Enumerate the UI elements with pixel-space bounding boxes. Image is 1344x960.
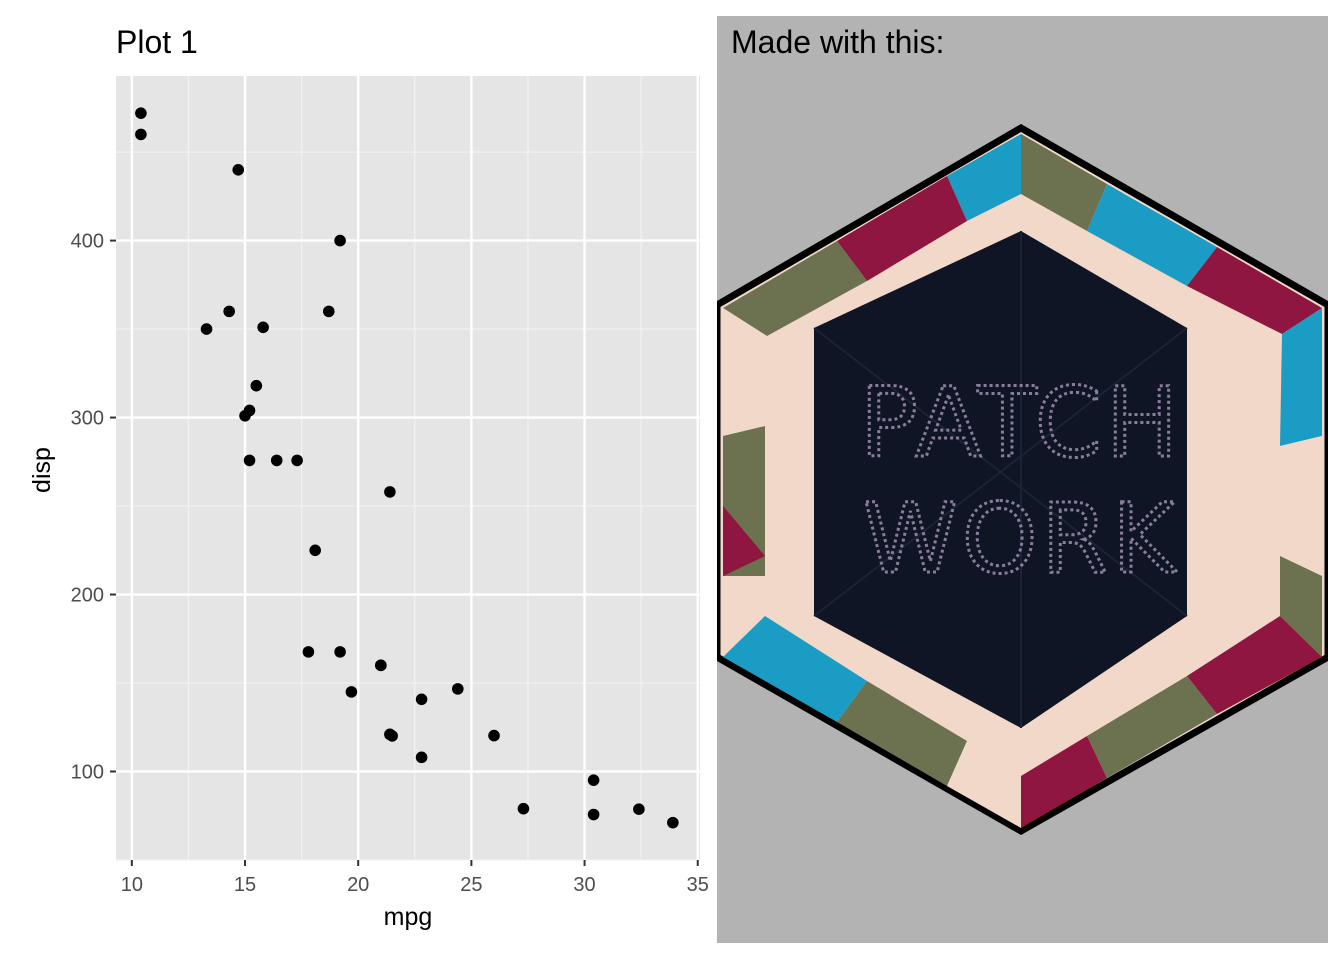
data-point	[302, 646, 315, 658]
y-tick-label: 200	[71, 585, 104, 607]
data-point	[135, 128, 147, 141]
data-point	[291, 454, 303, 467]
data-point	[451, 683, 464, 695]
data-point	[415, 751, 428, 764]
scatter-chart: 10 15 20 25 30 35 100 200 300 400 mpg disp	[28, 76, 709, 931]
data-point	[200, 323, 213, 335]
y-axis: 100 200 300 400	[71, 231, 116, 784]
data-point	[384, 728, 396, 741]
quilt-border-patches	[723, 134, 1322, 828]
x-tick-label: 20	[347, 874, 369, 896]
y-axis-title: disp	[28, 447, 56, 493]
data-point	[270, 454, 283, 467]
y-tick-label: 100	[71, 762, 104, 784]
plot-title: Plot 1	[116, 24, 198, 60]
image-panel: PATCH WORK	[717, 16, 1328, 943]
plot-panel-background	[116, 76, 700, 860]
data-point	[587, 808, 600, 821]
data-points	[135, 107, 679, 829]
x-tick-label: 15	[234, 874, 256, 896]
minor-gridlines	[116, 76, 700, 861]
quilt-inner-hexagon	[814, 231, 1187, 728]
data-point	[250, 379, 263, 392]
y-tick-label: 400	[71, 231, 104, 253]
x-tick-label: 10	[121, 874, 143, 896]
data-point	[135, 107, 147, 119]
x-axis: 10 15 20 25 30 35	[121, 860, 709, 896]
data-point	[345, 686, 358, 698]
x-tick-label: 25	[460, 874, 482, 896]
data-point	[587, 774, 600, 786]
quilt-text-patch: PATCH	[860, 367, 1182, 479]
data-point	[375, 659, 387, 672]
data-point	[667, 816, 679, 829]
data-point	[488, 729, 500, 742]
data-point	[334, 234, 346, 247]
data-point	[517, 802, 530, 815]
x-tick-label: 35	[687, 874, 709, 896]
quilt-text-work: WORK	[863, 483, 1179, 595]
data-point	[633, 803, 645, 816]
data-point	[257, 321, 269, 334]
data-point	[223, 305, 235, 318]
data-point	[415, 693, 428, 706]
x-axis-title: mpg	[384, 903, 433, 931]
quilt-inner-seams	[813, 231, 1188, 728]
data-point	[239, 409, 251, 422]
data-point	[384, 486, 396, 498]
data-point	[232, 163, 245, 176]
data-point	[243, 454, 256, 467]
major-gridlines	[116, 76, 700, 860]
y-tick-label: 300	[71, 408, 104, 430]
x-tick-label: 30	[573, 874, 595, 896]
patchwork-quilt-image: PATCH WORK	[717, 123, 1328, 836]
image-panel-title: Made with this:	[731, 24, 945, 60]
data-point	[322, 305, 335, 318]
data-point	[334, 646, 346, 658]
data-point	[309, 544, 321, 557]
